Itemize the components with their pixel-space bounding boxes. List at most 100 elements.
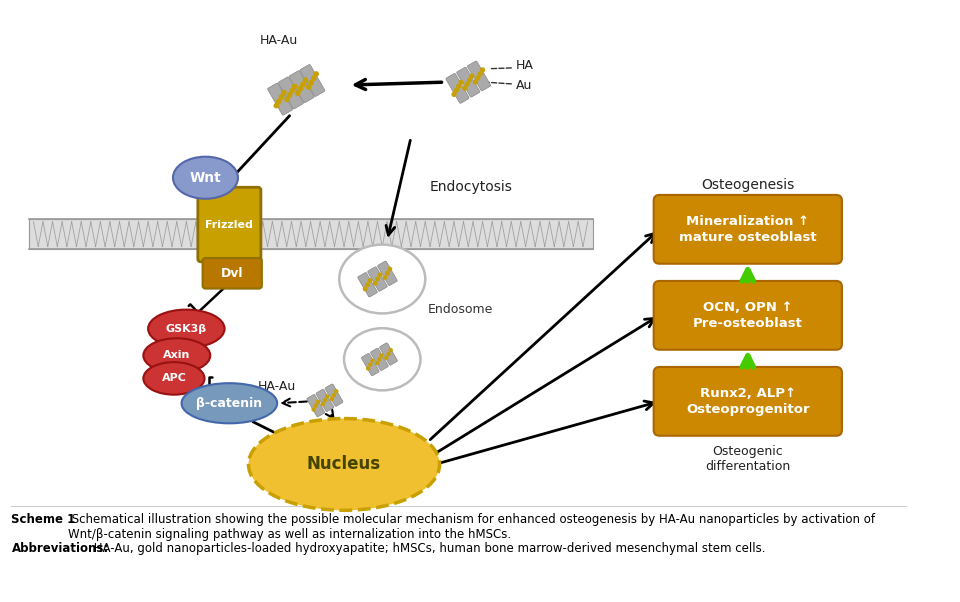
- Circle shape: [468, 78, 471, 82]
- Text: Mineralization ↑
mature osteoblast: Mineralization ↑ mature osteoblast: [679, 215, 817, 244]
- Circle shape: [285, 98, 289, 102]
- Text: Abbreviations:: Abbreviations:: [12, 542, 108, 555]
- Circle shape: [335, 390, 338, 393]
- Circle shape: [388, 267, 392, 271]
- Circle shape: [332, 394, 335, 397]
- FancyBboxPatch shape: [316, 389, 334, 412]
- Circle shape: [300, 82, 305, 87]
- Circle shape: [314, 404, 318, 407]
- Circle shape: [366, 283, 370, 287]
- Circle shape: [330, 397, 333, 400]
- Text: Wnt: Wnt: [189, 171, 222, 185]
- Circle shape: [303, 78, 307, 82]
- Circle shape: [454, 88, 458, 92]
- FancyBboxPatch shape: [377, 261, 397, 285]
- Text: β-catenin: β-catenin: [196, 397, 262, 410]
- Text: GSK3β: GSK3β: [166, 324, 207, 334]
- Circle shape: [380, 354, 383, 357]
- Text: Axin: Axin: [163, 350, 190, 361]
- Circle shape: [481, 68, 485, 72]
- FancyBboxPatch shape: [203, 258, 262, 288]
- Circle shape: [309, 81, 313, 85]
- Circle shape: [279, 95, 283, 99]
- Ellipse shape: [148, 309, 225, 348]
- Ellipse shape: [143, 338, 210, 373]
- Text: Osteogenesis: Osteogenesis: [701, 178, 795, 193]
- Circle shape: [473, 80, 477, 84]
- FancyBboxPatch shape: [654, 195, 842, 264]
- Text: Au: Au: [516, 78, 533, 92]
- Text: APC: APC: [161, 373, 186, 383]
- Circle shape: [299, 87, 302, 91]
- Circle shape: [385, 356, 388, 359]
- Circle shape: [367, 367, 370, 370]
- FancyBboxPatch shape: [268, 83, 293, 115]
- FancyBboxPatch shape: [278, 77, 303, 109]
- Circle shape: [463, 86, 467, 90]
- Circle shape: [290, 88, 294, 93]
- Circle shape: [459, 81, 463, 84]
- FancyBboxPatch shape: [445, 73, 469, 104]
- Circle shape: [306, 85, 311, 89]
- FancyBboxPatch shape: [654, 281, 842, 350]
- Text: HA-Au: HA-Au: [260, 34, 299, 46]
- Circle shape: [469, 74, 473, 78]
- Circle shape: [293, 84, 297, 88]
- FancyBboxPatch shape: [358, 273, 377, 297]
- Bar: [29, 219, 592, 249]
- Circle shape: [324, 399, 326, 402]
- FancyBboxPatch shape: [654, 367, 842, 436]
- Text: Endocytosis: Endocytosis: [430, 180, 513, 194]
- Text: HA-Au: HA-Au: [258, 379, 297, 393]
- FancyBboxPatch shape: [361, 353, 379, 376]
- Circle shape: [389, 349, 393, 352]
- Circle shape: [372, 359, 374, 362]
- Circle shape: [325, 395, 328, 398]
- Circle shape: [452, 93, 456, 96]
- Circle shape: [373, 282, 376, 285]
- Circle shape: [364, 287, 367, 291]
- Text: Scheme 1: Scheme 1: [12, 513, 76, 526]
- Circle shape: [478, 72, 482, 76]
- Circle shape: [375, 362, 378, 365]
- Text: HA: HA: [516, 60, 534, 72]
- Circle shape: [375, 278, 379, 281]
- Circle shape: [369, 363, 372, 366]
- FancyBboxPatch shape: [379, 343, 397, 365]
- Text: Endosome: Endosome: [428, 303, 493, 316]
- FancyBboxPatch shape: [300, 64, 324, 96]
- Ellipse shape: [344, 328, 420, 390]
- FancyBboxPatch shape: [368, 267, 387, 291]
- Circle shape: [276, 99, 281, 104]
- Text: HA-Au, gold nanoparticles-loaded hydroxyapatite; hMSCs, human bone marrow-derive: HA-Au, gold nanoparticles-loaded hydroxy…: [90, 542, 765, 555]
- Text: Nucleus: Nucleus: [307, 456, 381, 473]
- FancyBboxPatch shape: [289, 70, 314, 103]
- Circle shape: [476, 76, 480, 80]
- Circle shape: [466, 82, 469, 86]
- Circle shape: [387, 353, 390, 356]
- Ellipse shape: [181, 383, 277, 423]
- FancyBboxPatch shape: [468, 61, 491, 91]
- FancyBboxPatch shape: [307, 394, 324, 417]
- Circle shape: [322, 403, 324, 406]
- Circle shape: [312, 408, 315, 411]
- Circle shape: [314, 72, 319, 76]
- Circle shape: [378, 273, 382, 276]
- Circle shape: [457, 84, 461, 88]
- Text: Frizzled: Frizzled: [205, 220, 253, 229]
- Circle shape: [378, 358, 381, 361]
- Ellipse shape: [173, 157, 238, 199]
- Text: Dvl: Dvl: [221, 267, 244, 280]
- Text: Schematical illustration showing the possible molecular mechanism for enhanced o: Schematical illustration showing the pos…: [68, 513, 875, 541]
- Ellipse shape: [143, 362, 204, 395]
- FancyBboxPatch shape: [198, 187, 261, 262]
- Text: Runx2, ALP↑
Osteoprogenitor: Runx2, ALP↑ Osteoprogenitor: [686, 387, 809, 416]
- Circle shape: [282, 90, 286, 95]
- Text: OCN, OPN ↑
Pre-osteoblast: OCN, OPN ↑ Pre-osteoblast: [693, 301, 803, 330]
- Text: Osteogenic
differentation: Osteogenic differentation: [706, 445, 790, 473]
- Circle shape: [296, 91, 300, 95]
- FancyBboxPatch shape: [457, 67, 480, 97]
- Ellipse shape: [249, 418, 440, 510]
- Circle shape: [386, 272, 389, 275]
- Circle shape: [383, 276, 387, 279]
